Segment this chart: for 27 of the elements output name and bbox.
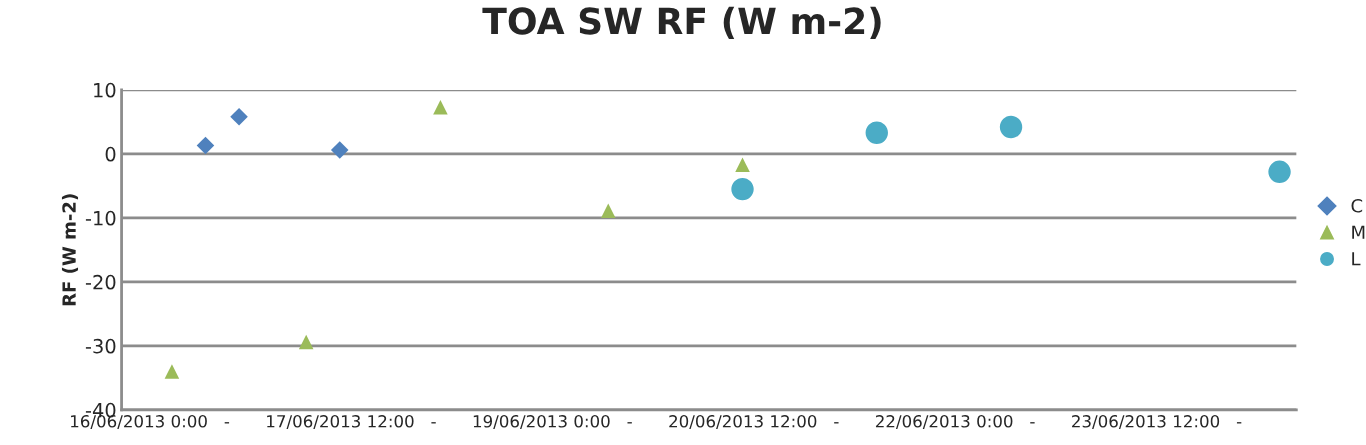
legend-label: M — [1352, 225, 1365, 239]
point — [330, 141, 349, 159]
point — [999, 115, 1023, 139]
x-tick-label: 23/06/2013 12:00 - — [1072, 415, 1242, 429]
legend-label: L — [1352, 252, 1361, 266]
point — [230, 107, 248, 126]
point — [735, 157, 750, 173]
y-tick-label: -10 — [85, 210, 116, 226]
x-tick-label: 22/06/2013 0:00 - — [875, 415, 1035, 429]
point — [865, 121, 888, 144]
y-tick-label: -30 — [85, 338, 116, 354]
chart-title: TOA SW RF (W m-2) — [482, 6, 881, 39]
y-tick-label: 0 — [105, 146, 116, 162]
x-tick-label: 20/06/2013 12:00 - — [669, 415, 839, 429]
point — [164, 364, 180, 379]
y-tick-label: 10 — [94, 82, 116, 98]
legend-label: C — [1351, 198, 1363, 213]
y-axis-title: RF (W m-2) — [61, 194, 79, 306]
x-tick-label: 17/06/2013 12:00 - — [267, 415, 436, 429]
point — [196, 136, 215, 155]
point — [433, 99, 448, 115]
x-tick-label: 19/06/2013 0:00 - — [473, 415, 632, 429]
y-tick-label: -20 — [85, 274, 116, 290]
point — [731, 177, 754, 201]
point — [600, 203, 616, 219]
point — [298, 334, 314, 350]
point — [1268, 160, 1291, 183]
